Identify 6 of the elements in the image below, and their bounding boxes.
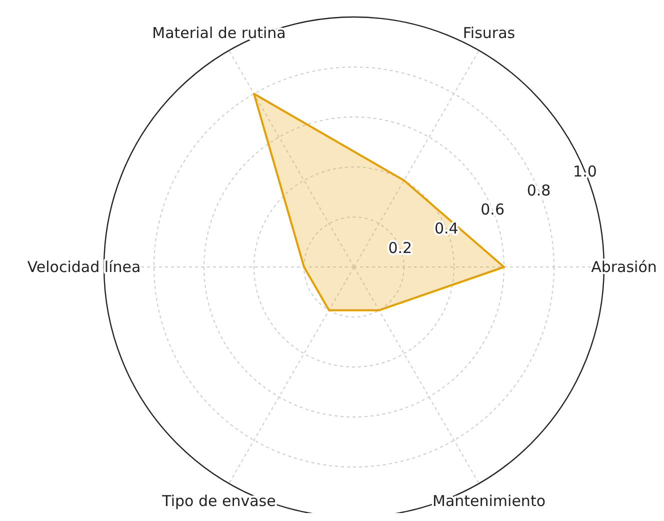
y-tick-label: 0.2 (388, 238, 412, 257)
spoke-label: Velocidad línea (27, 258, 141, 276)
y-tick-label: 0.6 (480, 200, 505, 219)
spoke-label: Fisuras (462, 24, 516, 42)
y-tick-label: 0.8 (526, 181, 551, 200)
y-tick-label: 0.4 (434, 220, 458, 238)
